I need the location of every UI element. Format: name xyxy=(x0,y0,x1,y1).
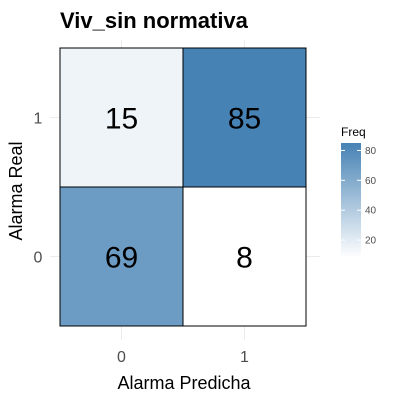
cell-value-0-0: 69 xyxy=(105,242,138,275)
y-tick-label-1: 1 xyxy=(34,111,43,128)
x-tick-label-1: 1 xyxy=(240,349,249,366)
cell-value-1-1: 85 xyxy=(228,103,261,136)
legend-ticks: 20 40 60 80 xyxy=(341,146,377,247)
chart-title: Viv_sin normativa xyxy=(60,8,249,33)
heatmap-cells xyxy=(59,47,307,327)
heatmap-cell-0-0 xyxy=(59,186,184,327)
cell-value-1-0: 8 xyxy=(236,242,253,275)
legend-colorbar xyxy=(341,143,361,258)
cell-value-0-1: 15 xyxy=(105,103,138,136)
y-axis-title: Alarma Real xyxy=(6,141,26,240)
heatmap-cell-labels: 15 85 69 8 xyxy=(105,103,261,275)
x-axis-title: Alarma Predicha xyxy=(117,373,251,393)
y-tick-label-0: 0 xyxy=(34,250,43,267)
y-axis-ticks: 01 xyxy=(34,111,43,267)
legend-title: Freq xyxy=(341,125,366,139)
legend-tick-label-40: 40 xyxy=(365,206,377,217)
x-tick-label-0: 0 xyxy=(117,349,126,366)
color-legend: Freq 20 40 60 80 xyxy=(341,125,377,258)
legend-tick-label-20: 20 xyxy=(365,236,377,247)
heatmap-cell-1-0 xyxy=(182,186,307,327)
legend-tick-label-80: 80 xyxy=(365,146,377,157)
heatmap-cell-0-1 xyxy=(59,47,184,188)
legend-tick-label-60: 60 xyxy=(365,176,377,187)
